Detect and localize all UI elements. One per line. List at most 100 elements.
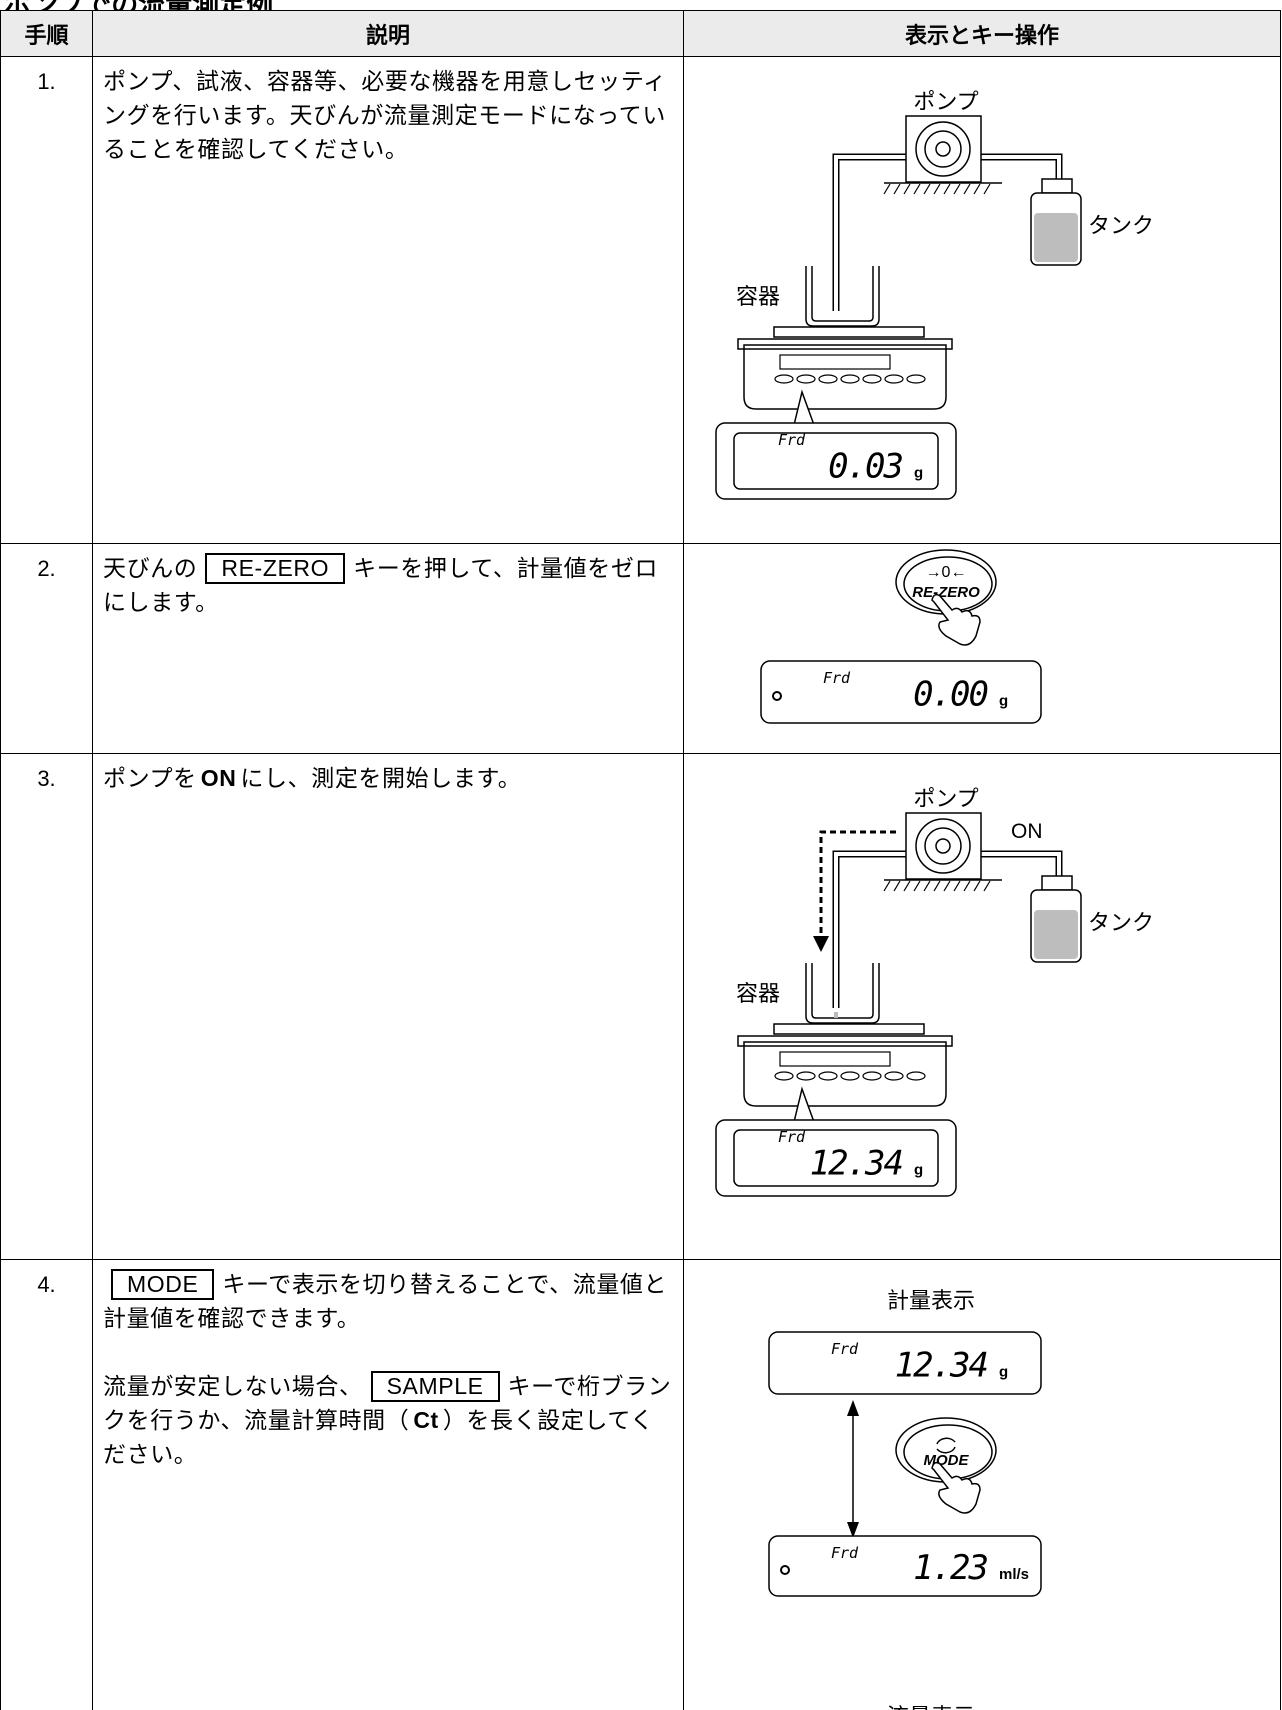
display-reading: 12.34 (810, 1144, 903, 1184)
hatch (923, 183, 931, 195)
key-icon (936, 1437, 956, 1454)
balance-window (779, 354, 891, 370)
row: 4. MODE キーで表示を切り替えることで、流量値と計量値を確認できます。 流量が安… (0, 1259, 1281, 1710)
hatch (953, 183, 961, 195)
pump-rotor (935, 838, 951, 854)
hatch (973, 880, 981, 892)
balance-button (818, 374, 838, 384)
balance-pan (773, 326, 925, 338)
text: 流量が安定しない場合、 (103, 1374, 363, 1399)
tube (832, 153, 906, 311)
text: キーで桁ブランクを行うか、流量計算時間（ (103, 1374, 672, 1433)
step: 4. (0, 1259, 93, 1710)
display-inner (733, 1129, 939, 1187)
paragraph: 天びんの RE-ZERO キーを押して、計量値をゼロにします。 (103, 552, 675, 620)
hand (931, 593, 981, 646)
step: 2. (0, 543, 93, 754)
display-inner (733, 432, 939, 490)
hatch (983, 183, 991, 195)
balance-button (906, 1071, 926, 1081)
balance-window (779, 1051, 891, 1067)
description: MODE キーで表示を切り替えることで、流量値と計量値を確認できます。 流量が安定し… (92, 1259, 684, 1710)
header: 説明 (92, 10, 684, 57)
figure-cell: 計量表示 Frd 12.34 g MODE Frd 1.23 ml/s 流量表示 (683, 1259, 1281, 1710)
header: 表示とキー操作 (683, 10, 1281, 57)
paragraph: ポンプを ON にし、測定を開始します。 (103, 762, 675, 796)
bottle-neck (1041, 875, 1073, 891)
row: 3. ポンプを ON にし、測定を開始します。 ポンプ タンク 容器 Frd 12.34 g ON (0, 753, 1281, 1260)
tank-label: タンク (1088, 910, 1154, 935)
balance-button (884, 374, 904, 384)
hatch (933, 183, 941, 195)
hatch (963, 880, 971, 892)
hatch (983, 880, 991, 892)
text: ポンプ、試液、容器等、必要な機器を用意しセッティングを行います。天びんが流量測定… (103, 69, 667, 162)
hand (931, 1461, 981, 1514)
display-frame (768, 1535, 1042, 1597)
hatch (923, 880, 931, 892)
pump-rotor (935, 141, 951, 157)
balance-button (840, 374, 860, 384)
display-mode: Frd (831, 1340, 859, 1358)
display-unit: g (914, 1162, 923, 1179)
display-frame (715, 1119, 957, 1197)
display-unit: g (999, 1364, 1008, 1381)
tube-inner (834, 155, 906, 311)
hatch (973, 183, 981, 195)
display-frame (760, 660, 1042, 724)
pump-rotor (924, 130, 962, 168)
indicator (772, 691, 782, 701)
balance-button (818, 1071, 838, 1081)
balance-body (737, 338, 953, 410)
display-mode: Frd (778, 431, 806, 449)
hatch (883, 183, 891, 195)
pump-rotor (915, 818, 971, 874)
figure-cell: ポンプ タンク 容器 Frd 0.03 g (683, 56, 1281, 544)
figure: →0← RE-ZERO Frd 0.00 g (760, 549, 1042, 724)
key-label: RE-ZERO (912, 584, 980, 601)
caption: 計量表示 (887, 1288, 975, 1313)
hatch (943, 183, 951, 195)
flow-arrow (819, 830, 896, 938)
paragraph: ポンプ、試液、容器等、必要な機器を用意しセッティングを行います。天びんが流量測定… (103, 65, 675, 167)
hatch (883, 880, 891, 892)
key-label: MODE (924, 1452, 970, 1469)
pump-rotor (924, 827, 962, 865)
display-reading: 0.03 (828, 447, 902, 487)
balance-body (737, 1035, 953, 1107)
step: 1. (0, 56, 93, 544)
header: 手順 (0, 10, 93, 57)
balance-button (862, 374, 882, 384)
figure-cell: →0← RE-ZERO Frd 0.00 g (683, 543, 1281, 754)
display-mode: Frd (778, 1128, 806, 1146)
row: 1. ポンプ、試液、容器等、必要な機器を用意しセッティングを行います。天びんが流量… (0, 56, 1281, 544)
key-label: SAMPLE (370, 1371, 500, 1402)
liquid (1034, 213, 1078, 262)
hatch (903, 183, 911, 195)
balance-button (906, 374, 926, 384)
procedure-table: 手順 説明 表示とキー操作 1. ポンプ、試液、容器等、必要な機器を用意しセッティ… (0, 10, 1281, 1710)
hatch (903, 880, 911, 892)
display-frame (715, 422, 957, 500)
step: 3. (0, 753, 93, 1260)
display-mode: Frd (831, 1544, 859, 1562)
text: ポンプを (103, 766, 197, 791)
figure-cell: ポンプ タンク 容器 Frd 12.34 g ON (683, 753, 1281, 1260)
bold-text: ON (200, 765, 237, 791)
text: にし、測定を開始します。 (240, 766, 522, 791)
key-label: RE-ZERO (205, 553, 346, 584)
hatch (933, 880, 941, 892)
container-label: 容器 (736, 284, 780, 309)
bottle-neck (1041, 178, 1073, 194)
description: ポンプ、試液、容器等、必要な機器を用意しセッティングを行います。天びんが流量測定… (92, 56, 684, 544)
liquid (1034, 910, 1078, 959)
container (805, 963, 880, 1024)
display-unit: ml/s (999, 1566, 1029, 1583)
callout (793, 1086, 815, 1123)
figure: 計量表示 Frd 12.34 g MODE Frd 1.23 ml/s 流量表示 (768, 1288, 1042, 1710)
hatch (893, 880, 901, 892)
key-label: MODE (111, 1269, 215, 1300)
